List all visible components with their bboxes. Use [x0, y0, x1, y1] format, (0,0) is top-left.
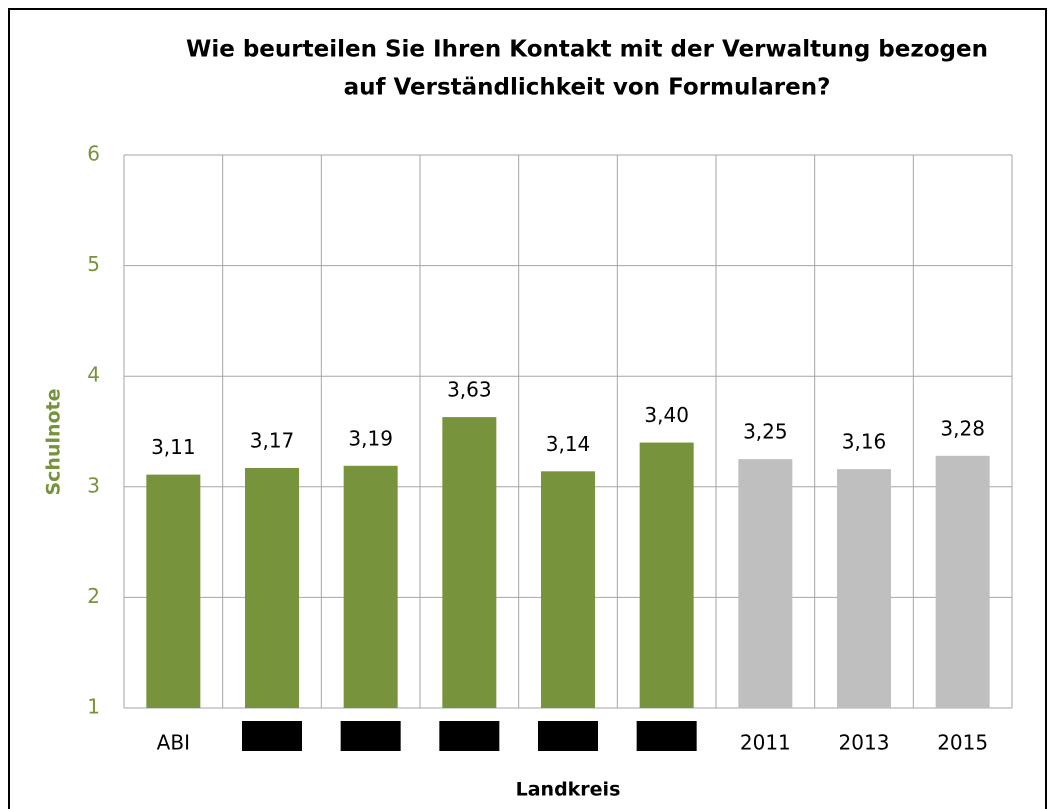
bar	[442, 417, 497, 708]
redacted-label	[340, 721, 401, 751]
data-label: 3,11	[151, 435, 196, 459]
y-tick-label: 2	[87, 584, 100, 608]
data-label: 3,14	[546, 432, 591, 456]
bar	[146, 474, 201, 708]
bar	[245, 467, 299, 708]
bar	[837, 469, 891, 708]
y-tick-label: 4	[87, 363, 100, 387]
bar	[541, 471, 595, 708]
bar	[343, 465, 398, 708]
redacted-label	[636, 721, 697, 751]
y-tick-label: 5	[87, 252, 100, 276]
redacted-label	[439, 721, 500, 751]
y-tick-label: 6	[87, 142, 100, 166]
data-label: 3,28	[940, 416, 985, 440]
data-label: 3,40	[644, 403, 689, 427]
y-axis-label: Schulnote	[43, 388, 65, 495]
data-label: 3,16	[842, 430, 887, 454]
redacted-label	[538, 721, 598, 751]
chart-title: Wie beurteilen Sie Ihren Kontakt mit der…	[186, 37, 988, 63]
chart-title: auf Verständlichkeit von Formularen?	[344, 75, 831, 101]
y-tick-label: 3	[87, 473, 100, 497]
redacted-label	[242, 721, 302, 751]
data-label: 3,25	[743, 420, 788, 444]
data-label: 3,63	[447, 378, 492, 402]
bar	[935, 455, 990, 708]
x-tick-label: 2011	[740, 731, 791, 755]
x-tick-label: 2015	[937, 731, 988, 755]
y-tick-label: 1	[87, 695, 100, 719]
data-label: 3,19	[348, 426, 393, 450]
bar	[738, 459, 793, 708]
data-label: 3,17	[250, 428, 295, 452]
x-tick-label: ABI	[157, 731, 190, 755]
x-axis-label: Landkreis	[516, 779, 621, 801]
x-tick-label: 2013	[839, 731, 890, 755]
bar	[639, 442, 694, 708]
